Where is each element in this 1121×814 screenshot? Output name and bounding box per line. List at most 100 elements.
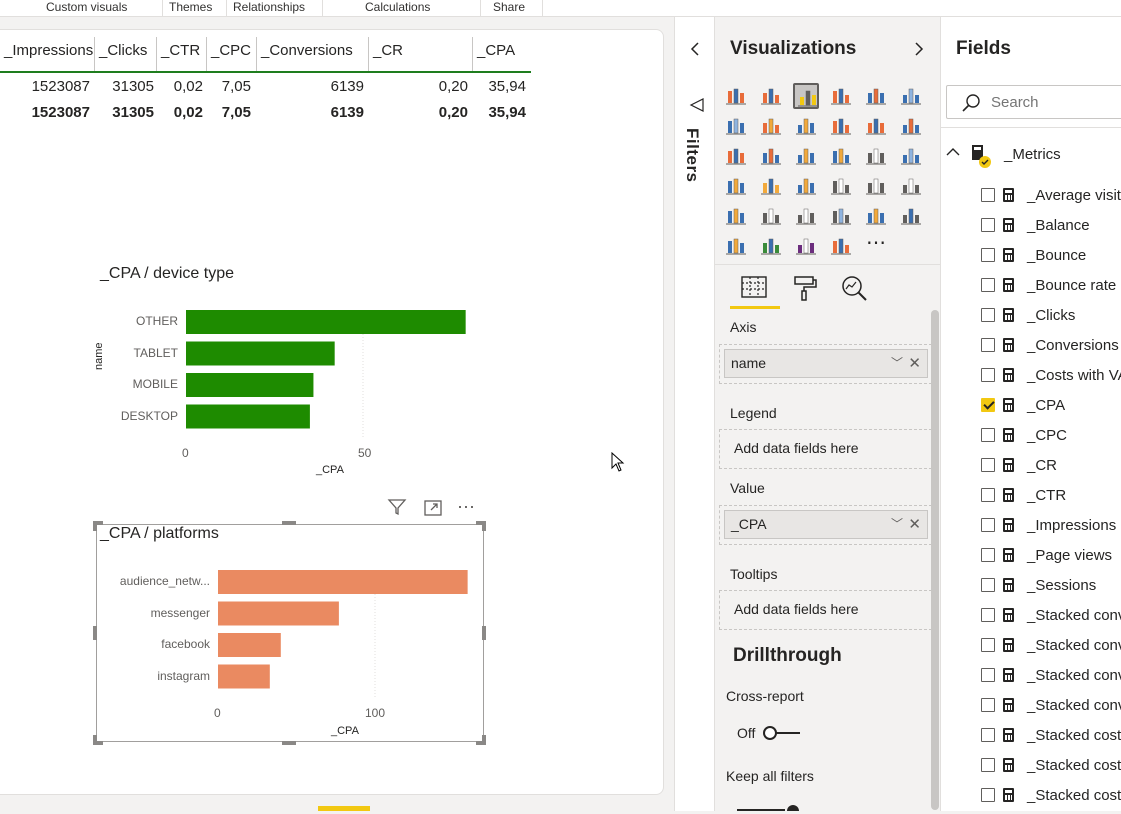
visual-type-icon[interactable] bbox=[758, 83, 784, 109]
chevron-down-icon[interactable]: ﹀ bbox=[890, 517, 903, 531]
bar[interactable] bbox=[218, 664, 270, 689]
chevron-left-icon[interactable] bbox=[689, 41, 701, 57]
col-header-impressions[interactable]: _Impressions bbox=[0, 37, 95, 71]
field-item[interactable]: _Costs with VAT bbox=[981, 364, 1121, 394]
bar[interactable] bbox=[186, 404, 310, 429]
visual-type-icon[interactable] bbox=[723, 113, 749, 139]
field-checkbox[interactable] bbox=[981, 788, 995, 802]
bar[interactable] bbox=[218, 601, 339, 626]
resize-handle[interactable] bbox=[93, 521, 103, 525]
filters-label[interactable]: Filters bbox=[683, 128, 702, 183]
bar[interactable] bbox=[186, 341, 335, 366]
chart2-bars[interactable] bbox=[218, 570, 478, 700]
field-checkbox[interactable] bbox=[981, 188, 995, 202]
visual-type-icon[interactable] bbox=[828, 173, 854, 199]
field-checkbox[interactable] bbox=[981, 368, 995, 382]
visual-type-icon[interactable] bbox=[723, 83, 749, 109]
field-item[interactable]: _CPC bbox=[981, 424, 1121, 454]
col-header-ctr[interactable]: _CTR bbox=[157, 37, 207, 71]
chevron-up-icon[interactable] bbox=[946, 147, 960, 157]
field-item[interactable]: _Stacked cost... bbox=[981, 724, 1121, 754]
cross-report-toggle[interactable] bbox=[762, 725, 802, 741]
filters-pane-collapsed[interactable] bbox=[674, 17, 715, 811]
more-visuals-icon[interactable]: ⋯ bbox=[866, 232, 886, 254]
close-icon[interactable]: ✕ bbox=[908, 355, 921, 372]
field-item[interactable]: _Conversions bbox=[981, 334, 1121, 364]
visual-type-icon[interactable] bbox=[863, 173, 889, 199]
field-checkbox[interactable] bbox=[981, 428, 995, 442]
col-header-conversions[interactable]: _Conversions bbox=[257, 37, 369, 71]
col-header-cpc[interactable]: _CPC bbox=[207, 37, 257, 71]
resize-handle[interactable] bbox=[476, 741, 486, 745]
visual-type-icon[interactable] bbox=[863, 83, 889, 109]
visual-type-icon[interactable] bbox=[758, 143, 784, 169]
ribbon-relationships[interactable]: Relationships bbox=[227, 0, 323, 17]
visual-type-icon[interactable] bbox=[758, 173, 784, 199]
field-checkbox[interactable] bbox=[981, 218, 995, 232]
visual-type-icon[interactable] bbox=[898, 83, 924, 109]
axis-well[interactable]: name ﹀ ✕ bbox=[719, 344, 932, 384]
fields-tab-icon[interactable] bbox=[740, 274, 768, 300]
visual-type-icon[interactable] bbox=[723, 173, 749, 199]
visual-type-icon[interactable] bbox=[793, 203, 819, 229]
field-item[interactable]: _CR bbox=[981, 454, 1121, 484]
bar[interactable] bbox=[218, 570, 468, 594]
analytics-magnifier-icon[interactable] bbox=[840, 274, 870, 302]
visual-type-icon[interactable] bbox=[793, 113, 819, 139]
resize-handle[interactable] bbox=[282, 521, 296, 525]
resize-handle[interactable] bbox=[482, 626, 486, 640]
visual-type-icon[interactable] bbox=[758, 233, 784, 259]
resize-handle[interactable] bbox=[476, 521, 486, 525]
ribbon-themes[interactable]: Themes bbox=[163, 0, 227, 17]
visual-type-icon[interactable] bbox=[723, 143, 749, 169]
field-checkbox[interactable] bbox=[981, 398, 995, 412]
visual-type-icon[interactable] bbox=[863, 203, 889, 229]
field-item[interactable]: _Impressions bbox=[981, 514, 1121, 544]
visual-type-icon[interactable] bbox=[828, 143, 854, 169]
field-item[interactable]: _Bounce bbox=[981, 244, 1121, 274]
ribbon-share[interactable]: Share bbox=[481, 0, 543, 17]
field-item[interactable]: _Stacked conv... bbox=[981, 694, 1121, 724]
resize-handle[interactable] bbox=[93, 521, 97, 531]
visual-type-icon[interactable] bbox=[758, 203, 784, 229]
col-header-cpa[interactable]: _CPA bbox=[477, 42, 516, 59]
chevron-down-icon[interactable]: ﹀ bbox=[890, 356, 903, 370]
visual-type-icon[interactable] bbox=[828, 203, 854, 229]
visual-type-icon[interactable] bbox=[828, 113, 854, 139]
field-item[interactable]: _Average visit... bbox=[981, 184, 1121, 214]
bar[interactable] bbox=[218, 633, 281, 657]
paint-roller-icon[interactable] bbox=[792, 274, 818, 302]
more-options-icon[interactable]: ⋯ bbox=[457, 497, 475, 517]
visual-type-icon[interactable] bbox=[758, 113, 784, 139]
field-checkbox[interactable] bbox=[981, 728, 995, 742]
resize-handle[interactable] bbox=[482, 735, 486, 745]
field-item[interactable]: _Stacked conv... bbox=[981, 634, 1121, 664]
bar[interactable] bbox=[186, 373, 314, 397]
resize-handle[interactable] bbox=[93, 741, 103, 745]
field-checkbox[interactable] bbox=[981, 278, 995, 292]
legend-well[interactable]: Add data fields here bbox=[719, 429, 932, 469]
field-checkbox[interactable] bbox=[981, 578, 995, 592]
visual-type-icon[interactable] bbox=[793, 233, 819, 259]
bar[interactable] bbox=[186, 310, 466, 334]
visual-type-icon[interactable] bbox=[793, 83, 819, 109]
visual-type-icon[interactable] bbox=[793, 173, 819, 199]
field-checkbox[interactable] bbox=[981, 758, 995, 772]
ribbon-custom-visuals[interactable]: Custom visuals bbox=[40, 0, 163, 17]
fields-search[interactable] bbox=[946, 85, 1121, 119]
field-checkbox[interactable] bbox=[981, 248, 995, 262]
col-header-clicks[interactable]: _Clicks bbox=[95, 37, 157, 71]
chevron-right-icon[interactable] bbox=[913, 41, 925, 57]
field-checkbox[interactable] bbox=[981, 308, 995, 322]
report-canvas[interactable] bbox=[0, 29, 664, 795]
field-item[interactable]: _Bounce rate bbox=[981, 274, 1121, 304]
field-item[interactable]: _Stacked cost... bbox=[981, 754, 1121, 784]
value-well[interactable]: _CPA ﹀ ✕ bbox=[719, 505, 932, 545]
field-item[interactable]: _Sessions bbox=[981, 574, 1121, 604]
field-checkbox[interactable] bbox=[981, 698, 995, 712]
ribbon-calculations[interactable]: Calculations bbox=[323, 0, 481, 17]
visual-type-icon[interactable] bbox=[863, 143, 889, 169]
field-checkbox[interactable] bbox=[981, 338, 995, 352]
visual-type-icon[interactable] bbox=[898, 113, 924, 139]
visual-type-icon[interactable] bbox=[828, 233, 854, 259]
